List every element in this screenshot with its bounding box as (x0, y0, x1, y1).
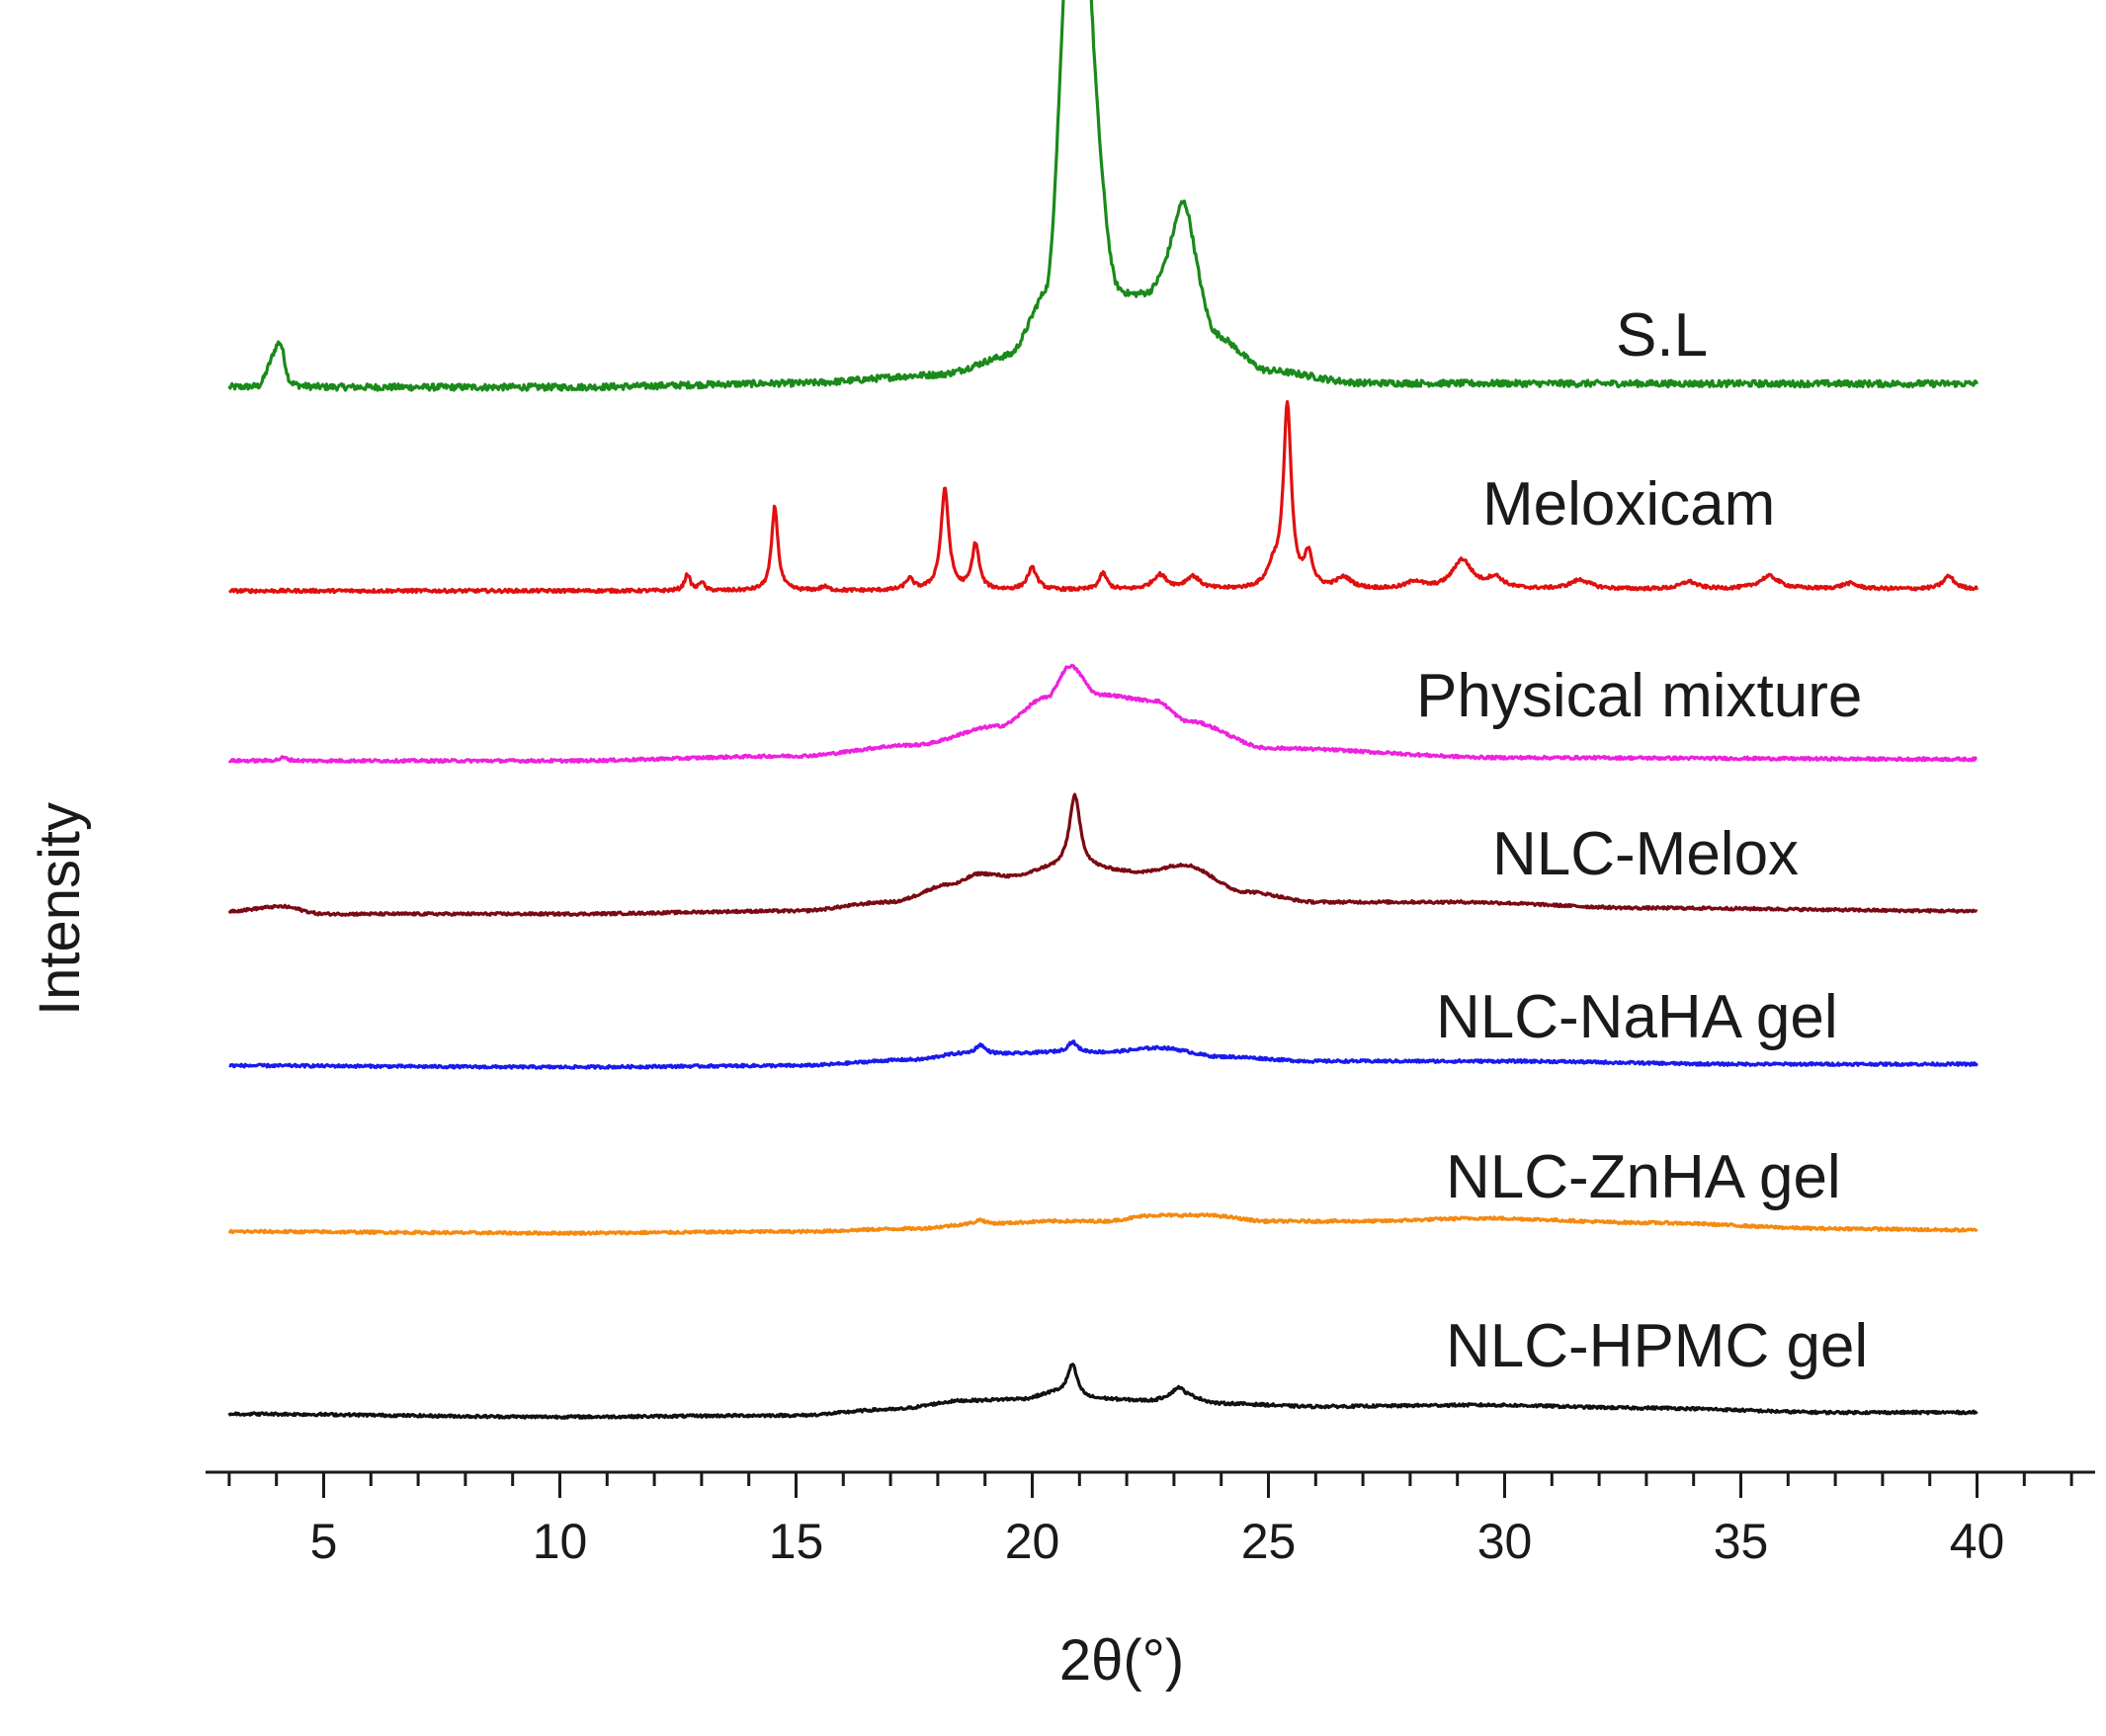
series-meloxicam-label: Meloxicam (1482, 470, 1775, 538)
series-nlc-znha-gel-line (227, 1212, 1979, 1236)
series-label-layer: S.L Meloxicam Physical mixture NLC-Melox NLC… (1416, 301, 1868, 1380)
x-tick-label: 40 (1950, 1514, 2005, 1569)
x-tick-label: 30 (1477, 1514, 1533, 1569)
x-tick-label: 35 (1714, 1514, 1769, 1569)
series-sl-line (227, 0, 1979, 392)
x-tick-label: 5 (310, 1514, 338, 1569)
series-nlc-melox-line (227, 792, 1979, 917)
series-physical-mixture-label: Physical mixture (1416, 662, 1862, 730)
y-axis-title: Intensity (28, 802, 92, 1016)
series-nlc-melox-label: NLC-Melox (1492, 820, 1799, 888)
series-nlc-hpmc-gel-line (227, 1363, 1979, 1420)
x-tick-layer: 5 10 15 20 25 30 35 40 (227, 1472, 2073, 1569)
series-sl-label: S.L (1616, 301, 1708, 370)
series-nlc-znha-gel-label: NLC-ZnHA gel (1446, 1143, 1841, 1211)
series-nlc-naha-gel-label: NLC-NaHA gel (1436, 983, 1838, 1051)
series-nlc-hpmc-gel-label: NLC-HPMC gel (1446, 1312, 1868, 1380)
series-physical-mixture-line (227, 663, 1979, 764)
x-tick-label: 20 (1005, 1514, 1060, 1569)
x-tick-label: 15 (769, 1514, 824, 1569)
x-axis-title: 2θ(°) (1059, 1628, 1184, 1693)
series-nlc-naha-gel-line (228, 1039, 1979, 1070)
series-meloxicam-line (228, 400, 1980, 595)
series-layer (227, 0, 1980, 1420)
x-tick-label: 25 (1241, 1514, 1297, 1569)
x-tick-label: 10 (533, 1514, 588, 1569)
